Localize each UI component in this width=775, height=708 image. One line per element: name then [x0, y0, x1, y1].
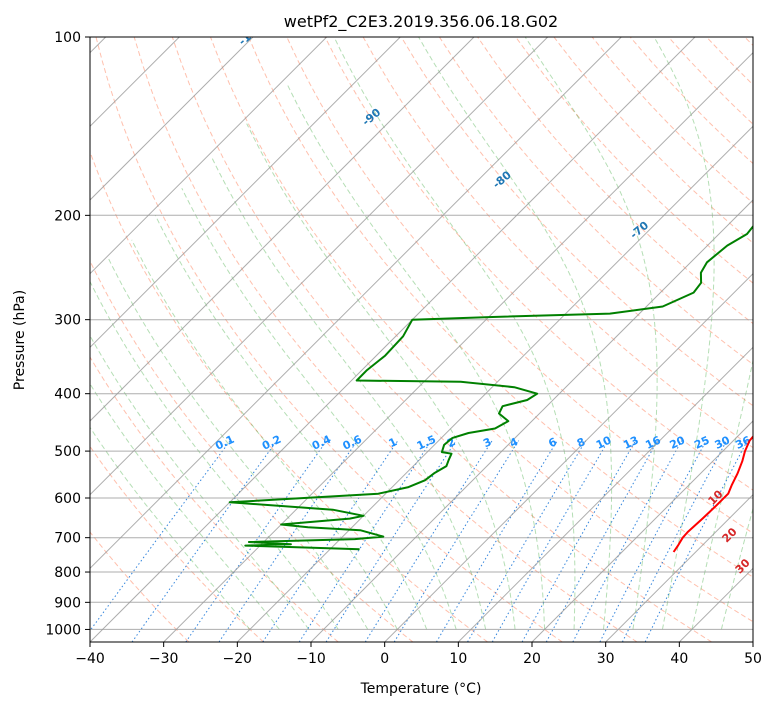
dry-adiabat: [324, 37, 753, 491]
moist-adiabat: [333, 37, 576, 630]
dry-adiabat: [438, 37, 753, 366]
plot-background: [90, 37, 753, 642]
isotherm-line: [384, 272, 753, 642]
x-tick-label: −10: [296, 651, 326, 667]
moist-adiabat: [246, 123, 516, 630]
moist-adiabat: [691, 358, 753, 630]
dry-adiabat: [90, 445, 264, 642]
moist-adiabat: [154, 215, 428, 630]
moist-adiabat: [90, 280, 339, 630]
isotherm-line: [90, 37, 328, 275]
mixing-ratio-line: [491, 440, 609, 642]
mixing-ratio-line: [262, 440, 399, 642]
y-axis-label: Pressure (hPa): [12, 290, 28, 390]
isotherm-line: [236, 125, 753, 642]
x-axis-label: Temperature (°C): [360, 681, 482, 697]
isotherm-line: [752, 641, 753, 642]
isotherm-line: [310, 199, 753, 642]
moist-adiabat: [90, 382, 280, 630]
isotherm-line: [90, 37, 254, 201]
moist-adiabat: [90, 334, 310, 630]
x-tick-label: 30: [597, 651, 615, 667]
dry-adiabat: [400, 37, 753, 407]
chart-title: wetPf2_C2E3.2019.356.06.18.G02: [284, 12, 558, 32]
y-tick-label: 600: [54, 491, 81, 507]
y-tick-label: 900: [54, 595, 81, 611]
y-tick-label: 500: [54, 444, 81, 460]
mixing-ratio-line: [521, 440, 637, 642]
y-tick-label: 700: [54, 531, 81, 547]
dry-adiabat: [515, 37, 753, 284]
moist-adiabat: [653, 37, 715, 630]
y-tick-label: 1000: [45, 622, 81, 638]
plot-frame: [89, 36, 754, 643]
mixing-ratio-label: 10: [594, 433, 614, 451]
mixing-ratio-label: 16: [643, 433, 663, 451]
x-tick-label: 0: [380, 651, 389, 667]
mixing-ratio-line: [298, 440, 432, 642]
mixing-ratio-line: [545, 440, 659, 642]
x-tick-label: 20: [523, 651, 541, 667]
isotherm-line: [90, 37, 622, 570]
y-tick-label: 100: [54, 30, 81, 46]
x-tick-label: −40: [75, 651, 105, 667]
moist-adiabat: [524, 37, 658, 630]
y-tick-label: 800: [54, 565, 81, 581]
x-tick-label: 50: [744, 651, 762, 667]
y-tick-label: 200: [54, 208, 81, 224]
mixing-ratio-label: 20: [668, 433, 688, 451]
profile-series: [228, 224, 753, 553]
isotherm-line: [90, 37, 401, 349]
isotherm-line: [457, 346, 753, 642]
dry-adiabat: [248, 37, 753, 578]
isotherm-line: [90, 37, 549, 496]
mixing-ratio-line: [435, 440, 558, 642]
mixing-ratio-label: 30: [713, 433, 733, 451]
y-tick-label: 300: [54, 313, 81, 329]
dry-adiabat-label: -60: [770, 261, 775, 284]
moist-adiabat-label: 40: [749, 584, 769, 604]
axes: −40 −30 −20 −10 0 10 20 30 40 50 100 200 300 400 500 60…: [45, 30, 762, 667]
dry-adiabat: [171, 37, 712, 642]
dry-adiabat: [133, 37, 638, 642]
isotherm-line: [531, 420, 753, 642]
mixing-ratio-line: [325, 440, 457, 642]
x-tick-label: 10: [449, 651, 467, 667]
mixing-ratio-line: [572, 440, 683, 642]
dewpoint-profile: [228, 224, 753, 551]
dry-adiabat: [90, 531, 190, 642]
mixing-ratio-line: [131, 440, 278, 642]
mixing-ratio-label: 36: [733, 433, 753, 451]
mixing-ratio-line: [185, 440, 328, 642]
dry-adiabat: [90, 356, 339, 642]
x-tick-label: 40: [670, 651, 688, 667]
moist-adiabat: [720, 506, 753, 630]
x-tick-label: −20: [223, 651, 253, 667]
dry-adiabat-label: -100: [236, 20, 266, 48]
mixing-ratio-line: [364, 440, 493, 642]
moist-adiabat: [90, 426, 251, 630]
mixing-ratio-line: [644, 440, 748, 642]
dry-adiabat: [90, 150, 488, 642]
moist-adiabat: [418, 37, 613, 630]
isotherm-line: [90, 37, 475, 422]
mixing-ratio-line: [467, 440, 587, 642]
mixing-ratio-label: 25: [692, 434, 711, 452]
dry-adiabat: [95, 37, 563, 642]
isotherm-line: [605, 493, 753, 642]
isotherm-line: [90, 37, 696, 642]
x-tick-label: −30: [149, 651, 179, 667]
y-tick-label: 400: [54, 387, 81, 403]
mixing-ratio-line: [90, 440, 231, 632]
moist-adiabat: [286, 83, 546, 630]
dry-adiabat: [210, 37, 753, 623]
mixing-ratio-label: 13: [621, 434, 640, 452]
temperature-profile: [672, 435, 753, 553]
